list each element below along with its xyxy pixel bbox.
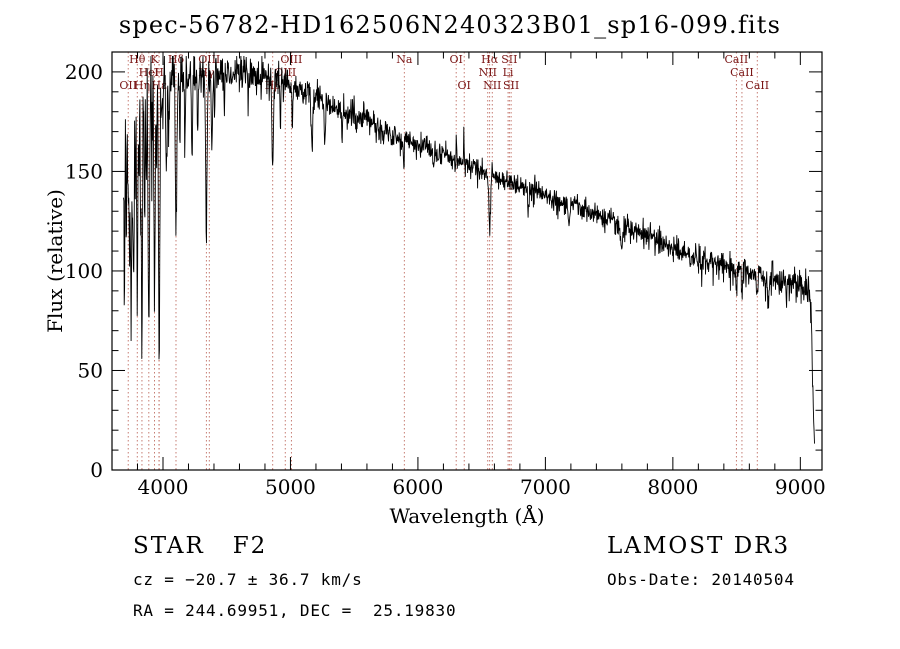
x-tick-label: 4000 <box>138 475 189 499</box>
line-marker-label: OI <box>449 53 462 66</box>
obs-date: Obs-Date: 20140504 <box>607 570 795 589</box>
y-tick-label: 50 <box>78 358 103 382</box>
line-marker-label: NII <box>479 66 497 79</box>
y-tick-label: 100 <box>65 259 103 283</box>
axis-ticks <box>112 52 822 471</box>
y-tick-label: 0 <box>90 458 103 482</box>
plot-frame <box>111 51 823 471</box>
line-marker-label: Li <box>503 66 514 79</box>
cz-value: cz = −20.7 ± 36.7 km/s <box>133 570 363 589</box>
line-marker-label: SII <box>503 79 519 92</box>
ra-dec: RA = 244.69951, DEC = 25.19830 <box>133 601 456 620</box>
line-marker-label: NII <box>483 79 501 92</box>
line-marker-label: OII <box>119 79 137 92</box>
line-marker-label: OIII <box>198 53 220 66</box>
line-marker-label: SII <box>501 53 517 66</box>
line-marker-label: CaII <box>745 79 769 92</box>
x-tick-label: 7000 <box>520 475 571 499</box>
line-marker-label: HeI <box>139 66 159 79</box>
line-marker-label: OI <box>458 79 471 92</box>
x-tick-label: 9000 <box>775 475 826 499</box>
x-tick-labels: 4000 5000 6000 7000 8000 9000 <box>138 475 826 499</box>
x-tick-label: 8000 <box>647 475 698 499</box>
y-axis-label: Flux (relative) <box>43 189 67 333</box>
plot-title: spec-56782-HD162506N240323B01_sp16-099.f… <box>119 11 781 39</box>
line-marker-label: Hα <box>481 53 499 66</box>
x-tick-label: 5000 <box>265 475 316 499</box>
spectrum-trace <box>123 55 815 444</box>
line-marker-label: OIII <box>280 53 302 66</box>
line-marker-label: CaII <box>725 53 749 66</box>
line-marker-label: OIII <box>274 66 296 79</box>
line-marker-label: Hη <box>134 79 150 92</box>
line-marker-label: CaII <box>730 66 754 79</box>
line-marker-label: Na <box>396 53 413 66</box>
survey-label: LAMOST DR3 <box>607 533 790 559</box>
x-axis-label: Wavelength (Å) <box>389 503 544 528</box>
y-tick-label: 150 <box>65 159 103 183</box>
line-marker-label: K <box>150 53 159 66</box>
y-tick-label: 200 <box>65 60 103 84</box>
x-tick-label: 6000 <box>392 475 443 499</box>
y-tick-labels: 0 50 100 150 200 <box>65 60 103 482</box>
object-class-label: STAR F2 <box>133 533 267 559</box>
